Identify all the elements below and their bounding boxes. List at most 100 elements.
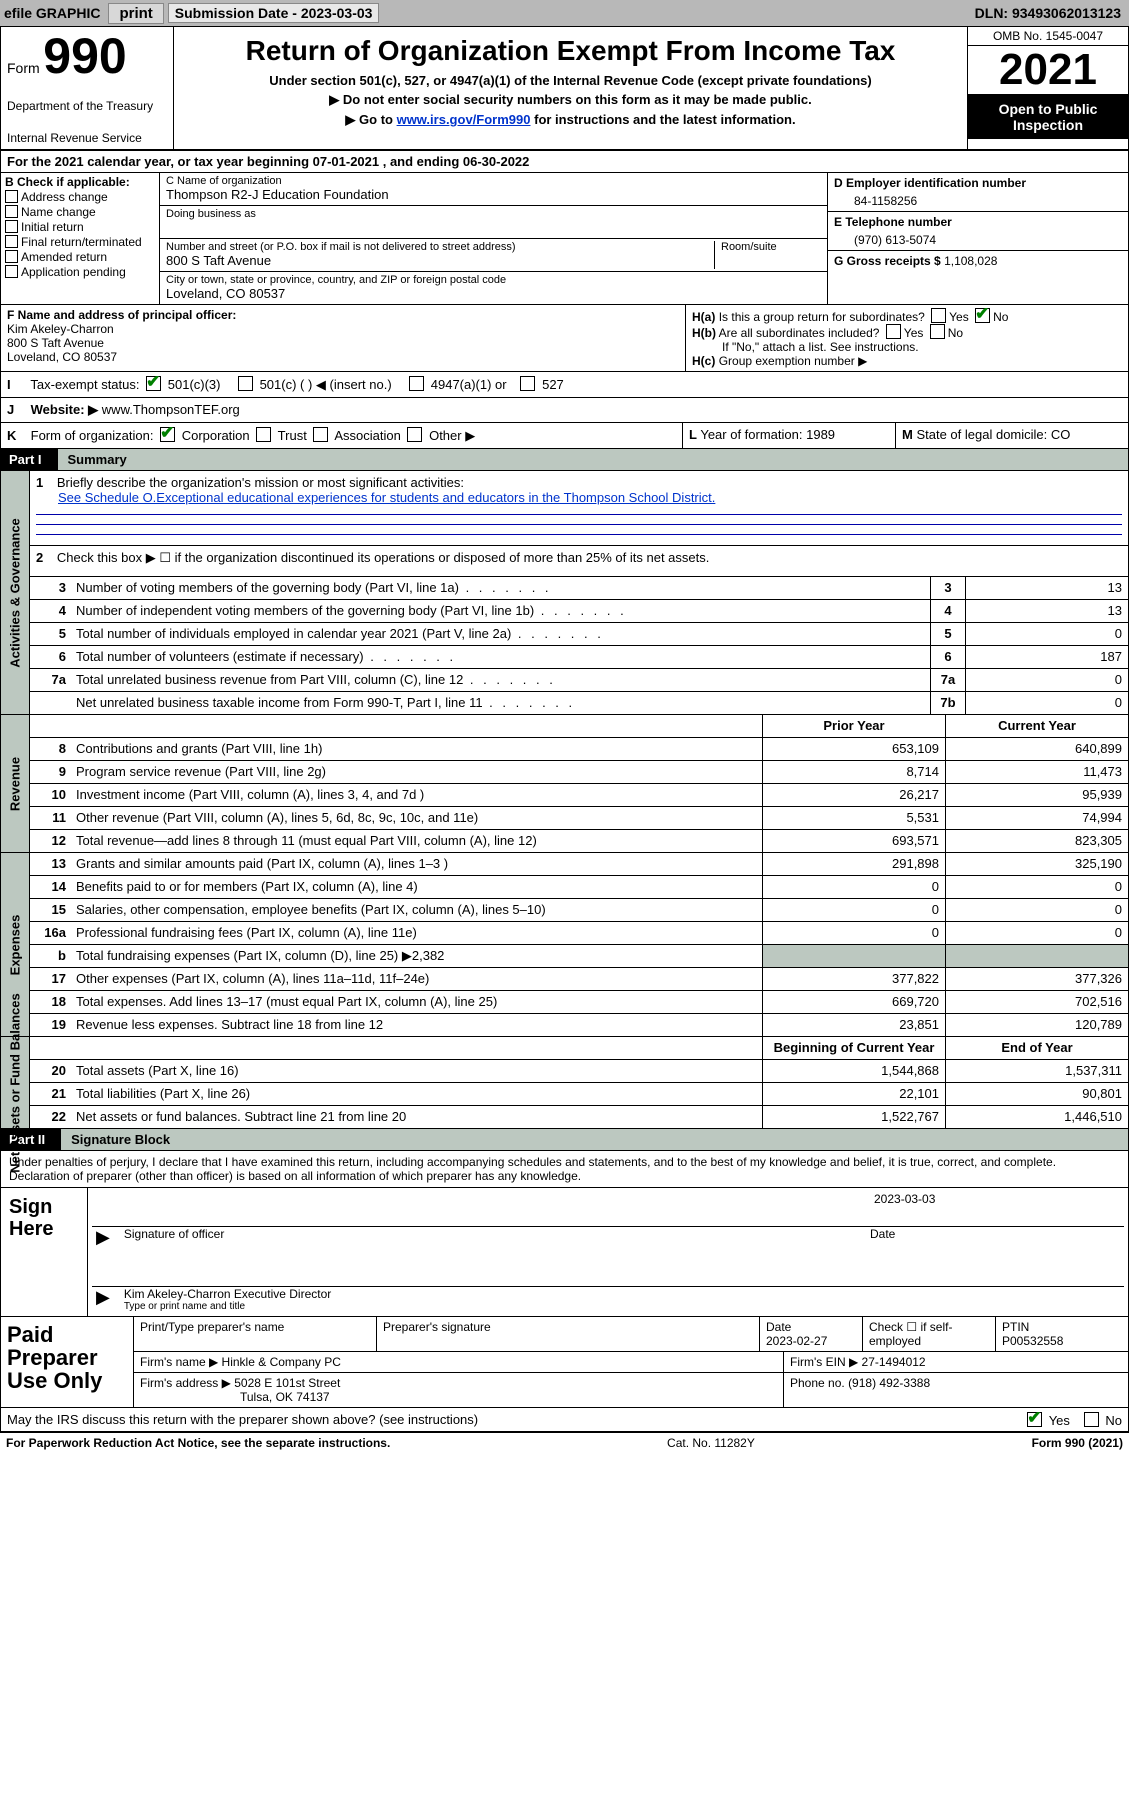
activities-governance-block: Activities & Governance 1 Briefly descri… [0,471,1129,715]
officer-city: Loveland, CO 80537 [7,350,117,364]
q1-text: Briefly describe the organization's miss… [57,475,464,490]
part-i-label: Part I [1,449,58,470]
firm-phone-label: Phone no. [790,1376,845,1390]
summary-row: 15Salaries, other compensation, employee… [30,899,1128,922]
i-4947-checkbox[interactable] [409,376,424,391]
subtitle-2: Do not enter social security numbers on … [184,92,957,108]
current-year-value: 95,939 [945,784,1128,806]
prior-year-value [762,945,945,967]
checkbox-icon[interactable] [5,220,18,233]
blank [30,1037,72,1059]
discuss-yes-checkbox[interactable] [1027,1412,1042,1427]
row-text: Investment income (Part VIII, column (A)… [72,784,762,806]
summary-row: 21Total liabilities (Part X, line 26)22,… [30,1083,1128,1106]
checkbox-icon[interactable] [5,205,18,218]
current-year-header: Current Year [945,715,1128,737]
k-trust-checkbox[interactable] [256,427,271,442]
ein-label: D Employer identification number [834,176,1122,190]
row-num: 3 [30,577,72,599]
summary-row: 19Revenue less expenses. Subtract line 1… [30,1014,1128,1036]
b-option: Initial return [5,220,155,234]
city-value: Loveland, CO 80537 [166,286,821,301]
header-left: Form 990 Department of the Treasury Inte… [1,27,174,149]
website-value: www.ThompsonTEF.org [102,402,240,417]
room-label: Room/suite [721,241,821,253]
summary-row: 18Total expenses. Add lines 13–17 (must … [30,991,1128,1014]
row-text: Other revenue (Part VIII, column (A), li… [72,807,762,829]
prior-year-value: 0 [762,899,945,921]
sign-here-block: Sign Here 2023-03-03 Signature of office… [0,1188,1129,1317]
section-i: I Tax-exempt status: 501(c)(3) 501(c) ( … [0,372,1129,398]
k-corp-checkbox[interactable] [160,427,175,442]
k-assoc-checkbox[interactable] [313,427,328,442]
row-num: 9 [30,761,72,783]
summary-row: 6Total number of volunteers (estimate if… [30,646,1128,669]
section-f-h: F Name and address of principal officer:… [0,305,1129,372]
phone-label: E Telephone number [834,215,1122,229]
row-text: Total fundraising expenses (Part IX, col… [72,945,762,967]
submission-date-field: Submission Date - 2023-03-03 [168,3,380,23]
tax-year: 2021 [968,46,1128,95]
checkbox-icon[interactable] [5,235,18,248]
prior-year-value: 291,898 [762,853,945,875]
i-501c3-checkbox[interactable] [146,376,161,391]
row-num: 16a [30,922,72,944]
prior-year-value: 1,522,767 [762,1106,945,1128]
row-num: 10 [30,784,72,806]
ha-no-checkbox[interactable] [975,308,990,323]
q1-schedule-o-link[interactable]: See Schedule O.Exceptional educational e… [36,490,715,505]
checkbox-icon[interactable] [5,250,18,263]
ha-yes-checkbox[interactable] [931,308,946,323]
hb-label: H(b) [692,326,716,340]
row-num: 17 [30,968,72,990]
efile-label: efile GRAPHIC [0,5,104,21]
hb-yes-checkbox[interactable] [886,324,901,339]
checkbox-icon[interactable] [5,265,18,278]
summary-row: 10Investment income (Part VIII, column (… [30,784,1128,807]
part-i-title: Summary [58,449,1128,470]
i-501c-checkbox[interactable] [238,376,253,391]
topbar: efile GRAPHIC print Submission Date - 20… [0,0,1129,27]
row-box: 3 [930,577,965,599]
vtab-revenue: Revenue [1,715,30,852]
hb-no-checkbox[interactable] [930,324,945,339]
row-box: 6 [930,646,965,668]
print-button[interactable]: print [108,3,163,24]
i-501c: 501(c) ( ) ◀ (insert no.) [260,377,392,392]
row-box: 7a [930,669,965,691]
current-year-value [945,945,1128,967]
section-k-l-m: K Form of organization: Corporation Trus… [0,423,1129,449]
ha-yes: Yes [949,310,969,324]
subtitle-1: Under section 501(c), 527, or 4947(a)(1)… [184,73,957,88]
header-right: OMB No. 1545-0047 2021 Open to Public In… [967,27,1128,149]
prior-year-value: 669,720 [762,991,945,1013]
summary-row: 9Program service revenue (Part VIII, lin… [30,761,1128,784]
row-text: Program service revenue (Part VIII, line… [72,761,762,783]
summary-row: Net unrelated business taxable income fr… [30,692,1128,714]
ha-text: Is this a group return for subordinates? [719,310,925,324]
row-text: Grants and similar amounts paid (Part IX… [72,853,762,875]
b-option: Address change [5,190,155,204]
form990-link[interactable]: www.irs.gov/Form990 [397,112,531,127]
i-527-checkbox[interactable] [520,376,535,391]
summary-row: 8Contributions and grants (Part VIII, li… [30,738,1128,761]
ptin-label: PTIN [1002,1320,1029,1334]
vtab-netassets: Net Assets or Fund Balances [1,1037,30,1128]
row-text: Other expenses (Part IX, column (A), lin… [72,968,762,990]
street-value: 800 S Taft Avenue [166,253,714,268]
firm-name: Hinkle & Company PC [222,1355,341,1369]
k-assoc: Association [334,428,400,443]
firm-addr1: 5028 E 101st Street [234,1376,340,1390]
discuss-no-checkbox[interactable] [1084,1412,1099,1427]
ha-no: No [948,326,963,340]
boy-header: Beginning of Current Year [762,1037,945,1059]
prep-date-val: 2023-02-27 [766,1334,827,1348]
sig-arrow-icon [92,1287,120,1312]
vtab-activities-label: Activities & Governance [8,518,23,668]
checkbox-icon[interactable] [5,190,18,203]
q1-num: 1 [36,475,53,490]
eoy-header: End of Year [945,1037,1128,1059]
row-text: Total liabilities (Part X, line 26) [72,1083,762,1105]
prior-year-value: 23,851 [762,1014,945,1036]
k-other-checkbox[interactable] [407,427,422,442]
